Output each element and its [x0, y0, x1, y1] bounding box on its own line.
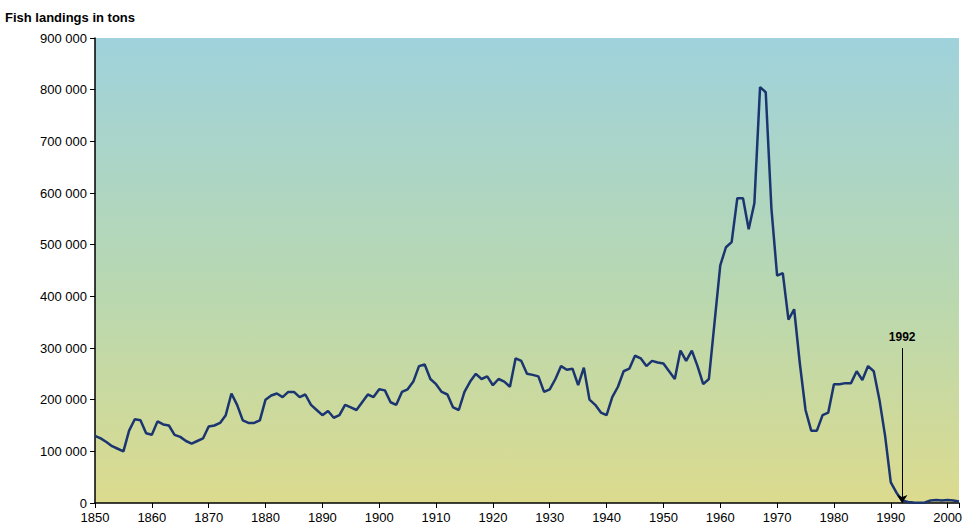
svg-text:1992: 1992	[889, 330, 916, 344]
svg-text:600 000: 600 000	[40, 186, 87, 201]
svg-text:1990: 1990	[876, 510, 905, 525]
svg-text:0: 0	[80, 496, 87, 511]
svg-text:1890: 1890	[308, 510, 337, 525]
svg-text:1910: 1910	[422, 510, 451, 525]
svg-text:100 000: 100 000	[40, 444, 87, 459]
svg-text:1940: 1940	[592, 510, 621, 525]
svg-text:1970: 1970	[763, 510, 792, 525]
svg-text:1960: 1960	[706, 510, 735, 525]
svg-text:1980: 1980	[819, 510, 848, 525]
svg-text:800 000: 800 000	[40, 82, 87, 97]
svg-text:200 000: 200 000	[40, 392, 87, 407]
svg-text:1930: 1930	[535, 510, 564, 525]
svg-text:2000: 2000	[933, 510, 962, 525]
svg-text:1880: 1880	[251, 510, 280, 525]
svg-text:1900: 1900	[365, 510, 394, 525]
svg-text:900 000: 900 000	[40, 31, 87, 46]
svg-text:1920: 1920	[478, 510, 507, 525]
svg-text:400 000: 400 000	[40, 289, 87, 304]
svg-text:Fish landings in tons: Fish landings in tons	[5, 10, 135, 25]
svg-text:1850: 1850	[81, 510, 110, 525]
svg-text:500 000: 500 000	[40, 237, 87, 252]
svg-text:1860: 1860	[137, 510, 166, 525]
svg-text:700 000: 700 000	[40, 134, 87, 149]
svg-text:1870: 1870	[194, 510, 223, 525]
svg-text:1950: 1950	[649, 510, 678, 525]
svg-text:300 000: 300 000	[40, 341, 87, 356]
